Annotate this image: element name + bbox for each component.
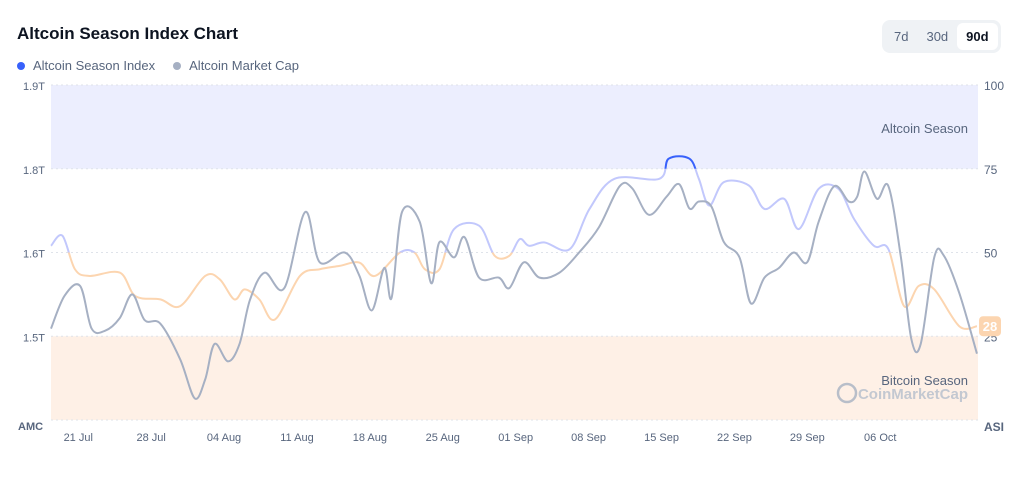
x-tick-label: 15 Sep bbox=[644, 432, 679, 444]
legend-dot-asi bbox=[17, 61, 25, 70]
left-tick-label: 1.9T bbox=[23, 81, 45, 93]
legend-label-asi: Altcoin Season Index bbox=[33, 58, 156, 73]
asi-line-high bbox=[664, 155, 697, 169]
bitcoin-season-label: Bitcoin Season bbox=[881, 373, 968, 388]
left-tick-label: 1.6T bbox=[23, 249, 45, 261]
x-tick-label: 18 Aug bbox=[353, 432, 387, 444]
current-value-label: 28 bbox=[983, 319, 997, 334]
x-tick-label: 04 Aug bbox=[207, 432, 241, 444]
x-tick-label: 28 Jul bbox=[136, 432, 165, 444]
left-tick-label: 1.8T bbox=[23, 165, 45, 177]
x-tick-label: 22 Sep bbox=[717, 432, 752, 444]
right-tick-label: 75 bbox=[984, 163, 998, 177]
right-axis-label: ASI bbox=[984, 420, 1004, 434]
tab-90d[interactable]: 90d bbox=[957, 23, 998, 50]
legend-item-asi[interactable]: Altcoin Season Index bbox=[17, 58, 155, 73]
chart-title: Altcoin Season Index Chart bbox=[17, 24, 239, 43]
x-tick-label: 06 Oct bbox=[864, 432, 896, 444]
legend-item-amc[interactable]: Altcoin Market Cap bbox=[173, 58, 299, 73]
x-tick-label: 08 Sep bbox=[571, 432, 606, 444]
right-tick-label: 50 bbox=[984, 247, 998, 261]
legend: Altcoin Season Index Altcoin Market Cap bbox=[17, 58, 299, 73]
tab-30d[interactable]: 30d bbox=[926, 29, 949, 44]
range-tabs: 7d 30d 90d bbox=[882, 20, 1001, 53]
legend-label-amc: Altcoin Market Cap bbox=[189, 58, 299, 73]
x-tick-label: 01 Sep bbox=[498, 432, 533, 444]
x-tick-label: 29 Sep bbox=[790, 432, 825, 444]
left-tick-label: 1.5T bbox=[23, 332, 45, 344]
legend-dot-amc bbox=[173, 61, 182, 70]
right-tick-label: 100 bbox=[984, 79, 1004, 93]
bitcoin-season-region bbox=[51, 336, 978, 420]
asi-line-mid bbox=[50, 168, 891, 253]
x-tick-label: 11 Aug bbox=[280, 432, 313, 444]
altcoin-season-label: Altcoin Season bbox=[881, 121, 968, 136]
amc-line bbox=[50, 170, 978, 400]
watermark: CoinMarketCap bbox=[858, 386, 968, 403]
coinmarketcap-logo-icon bbox=[836, 382, 858, 404]
x-tick-label: 25 Aug bbox=[426, 432, 460, 444]
asi-line-low bbox=[67, 252, 978, 330]
x-tick-label: 21 Jul bbox=[64, 432, 93, 444]
altcoin-season-region bbox=[51, 85, 978, 169]
current-value-badge bbox=[979, 316, 1001, 337]
left-axis-label: AMC bbox=[18, 421, 43, 433]
tab-7d[interactable]: 7d bbox=[894, 29, 909, 44]
